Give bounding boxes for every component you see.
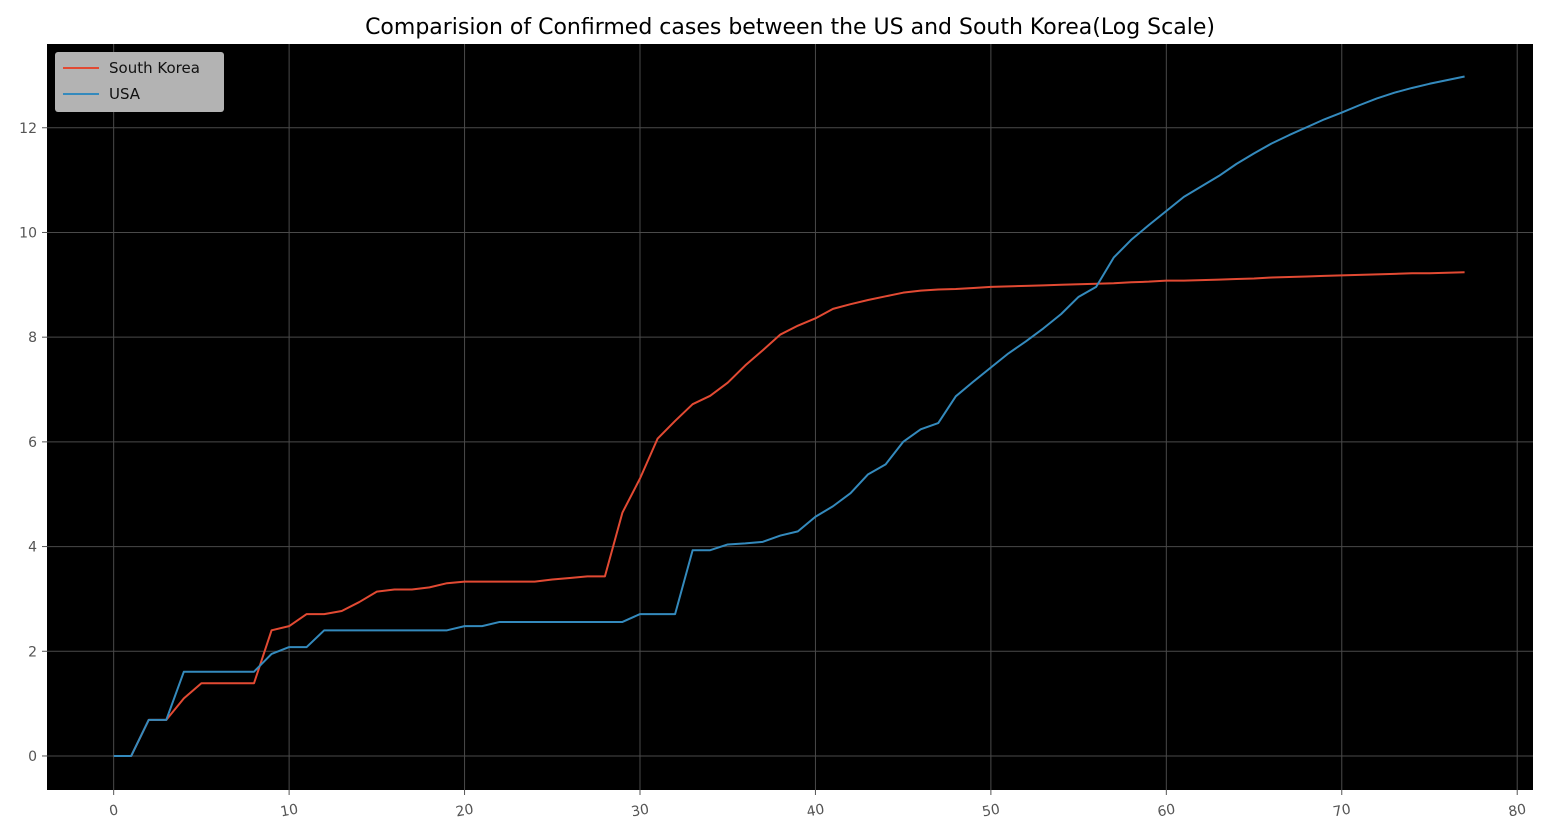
legend-label: South Korea bbox=[109, 59, 200, 77]
grid-lines bbox=[47, 44, 1533, 790]
x-tick-label: 10 bbox=[279, 802, 299, 821]
chart-title: Comparision of Confirmed cases between t… bbox=[365, 15, 1215, 40]
x-tick-label: 30 bbox=[630, 802, 650, 821]
x-tick-label: 0 bbox=[108, 802, 120, 819]
y-tick-label: 2 bbox=[28, 644, 37, 660]
legend: South Korea USA bbox=[55, 52, 224, 112]
x-tick-label: 70 bbox=[1332, 802, 1352, 821]
x-tick-label: 50 bbox=[981, 802, 1001, 821]
y-tick-label: 6 bbox=[28, 435, 37, 451]
y-tick-label: 0 bbox=[28, 749, 37, 765]
x-tick-label: 80 bbox=[1507, 802, 1527, 821]
legend-label: USA bbox=[109, 85, 141, 103]
x-tick-label: 60 bbox=[1156, 802, 1176, 821]
series-line-south-korea bbox=[113, 271, 1465, 757]
y-tick-label: 8 bbox=[28, 330, 37, 346]
plot-area bbox=[47, 44, 1533, 790]
y-tick-label: 10 bbox=[19, 225, 37, 241]
y-tick-label: 12 bbox=[19, 121, 37, 137]
series-line-usa bbox=[113, 75, 1465, 757]
x-tick-label: 40 bbox=[805, 802, 825, 821]
axis-ticks: 0 10 20 30 40 50 60 70 80 0 2 4 6 8 10 12 bbox=[19, 121, 1527, 821]
x-tick-label: 20 bbox=[455, 802, 475, 821]
y-tick-label: 4 bbox=[28, 540, 37, 556]
series-lines bbox=[113, 75, 1465, 757]
